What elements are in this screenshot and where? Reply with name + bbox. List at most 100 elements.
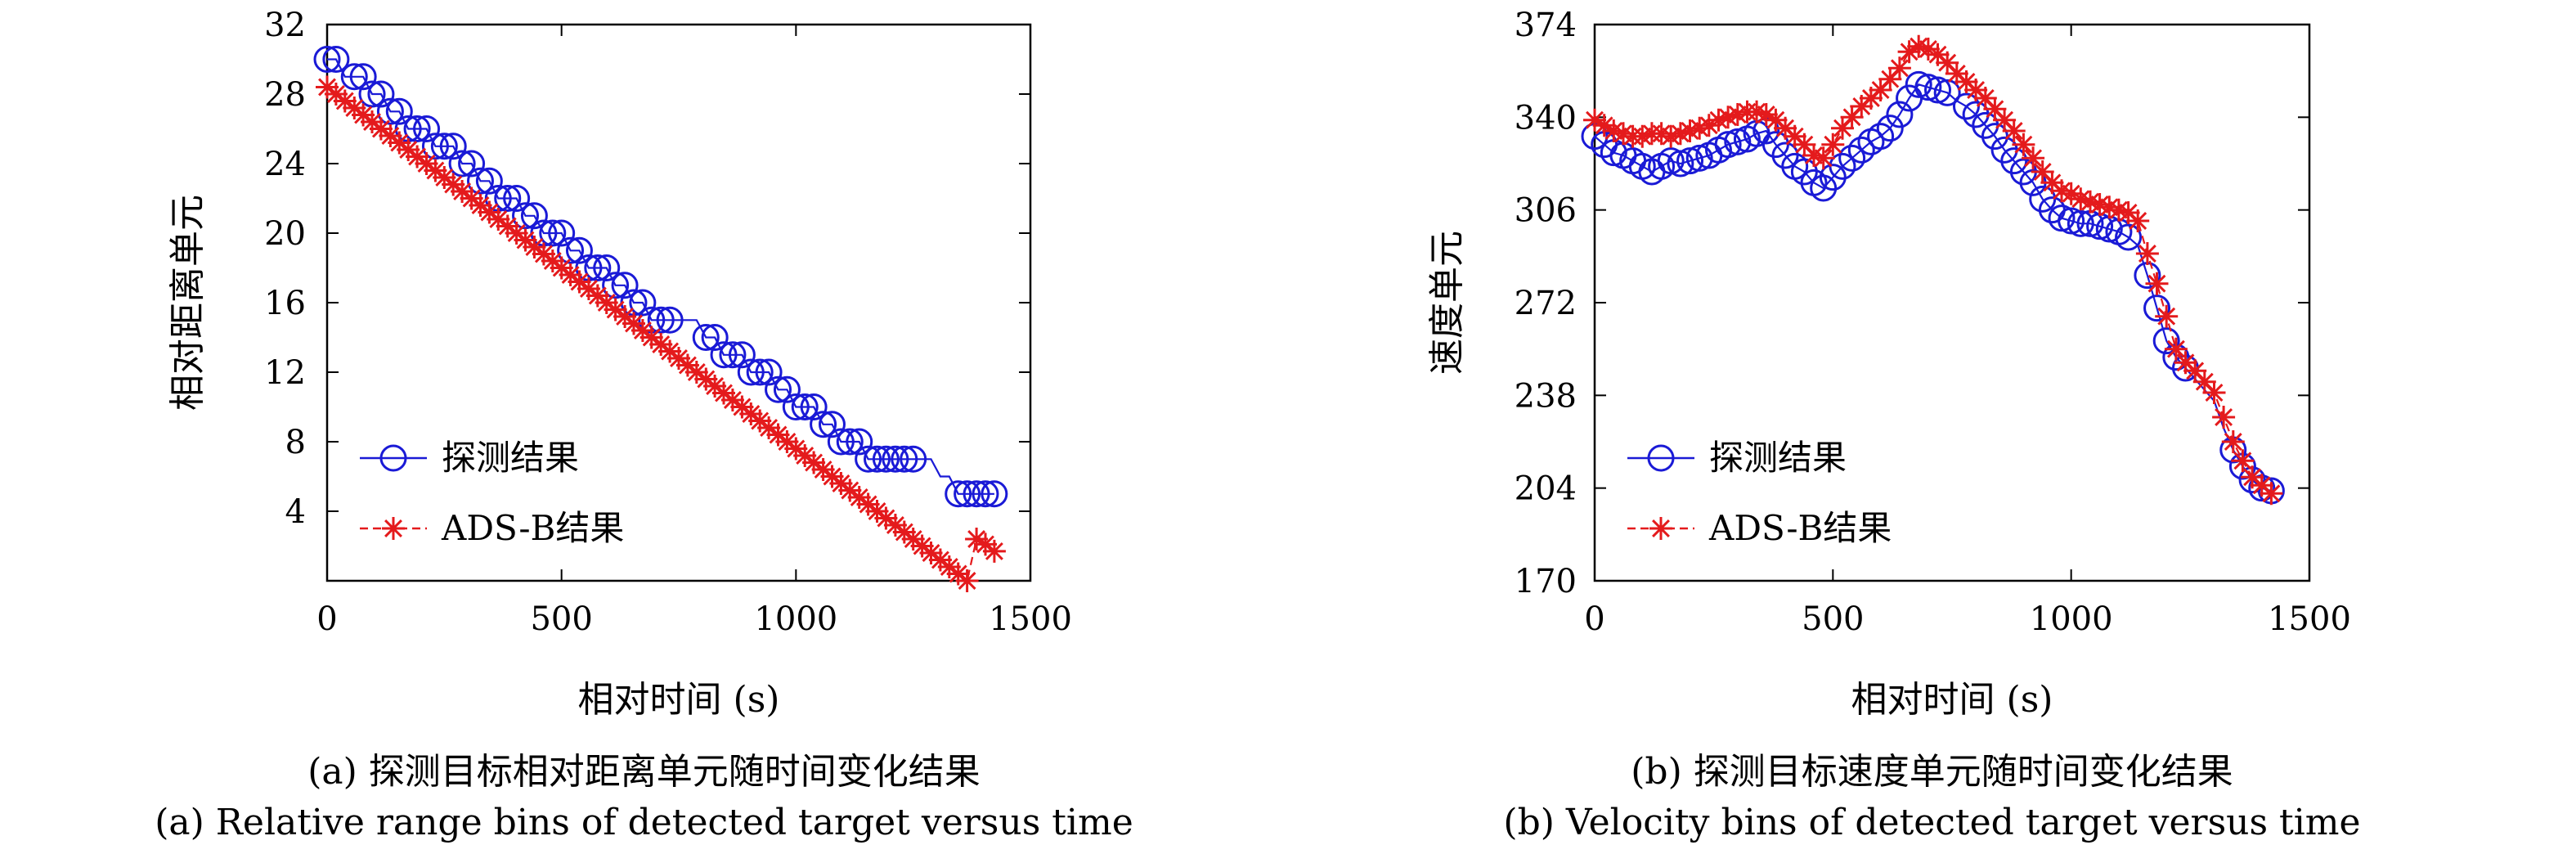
detect-data-point [728, 341, 756, 369]
adsb-data-point [1973, 87, 1997, 110]
adsb-data-point [1840, 106, 1864, 129]
adsb-data-point [2221, 430, 2245, 453]
legend-marker-detect [1647, 444, 1675, 472]
adsb-data-point [532, 242, 555, 266]
detect-data-point [827, 428, 855, 456]
adsb-data-point [910, 534, 934, 558]
detect-data-point [972, 480, 999, 508]
adsb-data-point [352, 103, 375, 127]
adsb-data-point [2260, 482, 2283, 506]
adsb-data-point [1707, 108, 1730, 132]
detect-data-point [548, 219, 576, 247]
caption-en-b: (b) Velocity bins of detected target ver… [1503, 802, 2361, 843]
detect-data-point [737, 358, 765, 386]
y-tick-label: 374 [1515, 7, 1577, 44]
detect-data-point [385, 97, 413, 125]
y-axis: 4 8 12 16 20 24 28 32 [264, 7, 1030, 531]
adsb-data-point [324, 83, 348, 106]
y-tick-label: 24 [264, 146, 306, 183]
adsb-data-point [1878, 67, 1902, 91]
adsb-data-point [2022, 146, 2045, 170]
adsb-data-point [1831, 116, 1854, 140]
legend-marker-adsb [1649, 517, 1672, 540]
adsb-data-point [2002, 119, 2026, 142]
adsb-data-point [2116, 201, 2140, 224]
adsb-data-point [1850, 95, 1874, 118]
adsb-data-point [2164, 337, 2188, 361]
x-axis: 0 500 1000 1500 [316, 25, 1072, 638]
x-axis-label: 相对时间 (s) [1851, 679, 2053, 721]
adsb-data-point [1592, 114, 1616, 137]
adsb-data-point [1964, 79, 1988, 101]
detect-data-point [791, 393, 819, 420]
detect-data-point [818, 411, 846, 438]
legend-label-detect: 探测结果 [442, 438, 579, 478]
detect-data-point [1933, 79, 1961, 106]
adsb-data-point [1907, 34, 1931, 58]
adsb-data-point [595, 291, 618, 314]
detect-data-point [421, 133, 449, 160]
detect-data-point [864, 445, 891, 473]
adsb-data-point [1811, 146, 1835, 170]
adsb-data-point [1954, 70, 1978, 93]
y-tick-label: 272 [1515, 285, 1577, 322]
detect-data-point [584, 254, 612, 281]
adsb-data-point [2155, 304, 2179, 328]
adsb-data-point [748, 409, 772, 433]
detect-data-point [710, 341, 738, 369]
adsb-data-point [523, 236, 546, 258]
adsb-data-point [333, 89, 357, 113]
series-group [313, 46, 1008, 592]
adsb-data-point [2192, 370, 2216, 393]
adsb-data-point [775, 430, 799, 453]
y-tick-label: 32 [264, 7, 306, 44]
adsb-data-point [937, 555, 961, 578]
adsb-data-point [1897, 40, 1921, 64]
adsb-data-point [2031, 160, 2054, 183]
adsb-data-point [784, 437, 808, 461]
y-tick-label: 28 [264, 76, 306, 114]
detect-data-point [494, 185, 522, 212]
y-tick-label: 238 [1515, 377, 1577, 415]
adsb-data-point [919, 542, 943, 564]
detect-data-point [954, 480, 981, 508]
adsb-data-point [730, 395, 754, 419]
detect-data-point [963, 480, 990, 508]
adsb-data-point [1631, 124, 1654, 148]
adsb-data-point [640, 326, 663, 349]
x-tick-label: 1500 [2268, 600, 2351, 638]
y-tick-label: 340 [1515, 99, 1577, 137]
adsb-data-point [694, 367, 718, 391]
adsb-data-point [2202, 381, 2226, 404]
adsb-data-point [1983, 97, 2007, 121]
plot-frame [325, 23, 1032, 582]
detect-data-point [349, 63, 377, 91]
adsb-data-point [793, 444, 817, 467]
plot-frame [1593, 23, 2311, 582]
adsb-data-point [442, 173, 465, 196]
adsb-data-point [766, 423, 790, 447]
detect-data-point [773, 375, 801, 403]
adsb-data-point [1859, 87, 1883, 110]
detect-data-point [403, 115, 431, 142]
adsb-data-point [2098, 196, 2121, 219]
adsb-data-point [811, 458, 835, 481]
detect-data-point [475, 167, 503, 195]
adsb-data-point [802, 451, 826, 474]
adsb-data-point [1926, 43, 1950, 66]
adsb-data-point [2059, 182, 2083, 205]
adsb-data-point [829, 472, 853, 495]
adsb-data-point [874, 506, 898, 530]
detect-data-point [1876, 115, 1904, 142]
detect-data-point [846, 428, 873, 456]
adsb-data-point [1697, 114, 1721, 137]
detect-data-point [765, 375, 792, 403]
legend-label-adsb: ADS-B结果 [441, 508, 624, 548]
adsb-data-point [856, 492, 880, 516]
adsb-data-point [739, 402, 763, 425]
detect-data-point [629, 289, 657, 317]
adsb-data-point [1583, 108, 1606, 132]
detect-data-point [692, 324, 720, 351]
adsb-data-point [1936, 51, 1959, 74]
detect-data-point [367, 80, 395, 108]
